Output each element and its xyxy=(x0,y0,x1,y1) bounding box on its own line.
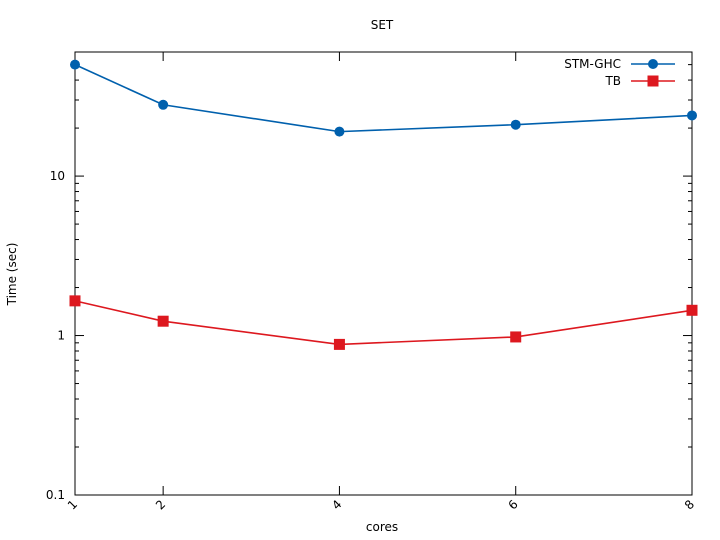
y-tick-label: 0.1 xyxy=(46,488,65,502)
x-tick-label: 6 xyxy=(506,497,521,512)
data-point xyxy=(686,304,698,316)
legend-label: TB xyxy=(604,74,621,88)
data-point xyxy=(334,126,345,137)
data-point xyxy=(158,99,169,110)
legend-marker xyxy=(648,59,658,69)
x-tick-label: 1 xyxy=(65,497,80,512)
data-point xyxy=(687,110,697,121)
chart-title: SET xyxy=(371,18,394,32)
data-point xyxy=(510,119,521,130)
legend-label: STM-GHC xyxy=(564,57,621,71)
plot-frame xyxy=(74,51,693,496)
series-line xyxy=(74,63,693,133)
y-tick-label: 10 xyxy=(50,169,65,183)
x-tick-label: 4 xyxy=(329,497,344,512)
series-stm-ghc xyxy=(70,59,697,137)
x-tick-label: 8 xyxy=(682,497,697,512)
data-point xyxy=(70,59,80,70)
x-tick-label: 2 xyxy=(153,497,168,512)
legend: STM-GHC TB xyxy=(564,57,675,88)
data-point xyxy=(157,315,169,327)
data-point xyxy=(510,331,522,343)
data-point xyxy=(333,338,345,350)
series-layer xyxy=(69,59,698,350)
x-axis-label: cores xyxy=(366,520,398,534)
y-axis-label: Time (sec) xyxy=(5,243,19,307)
y-tick-label: 1 xyxy=(57,329,65,343)
legend-marker xyxy=(647,75,659,87)
data-point xyxy=(69,295,81,307)
series-tb xyxy=(69,295,698,350)
